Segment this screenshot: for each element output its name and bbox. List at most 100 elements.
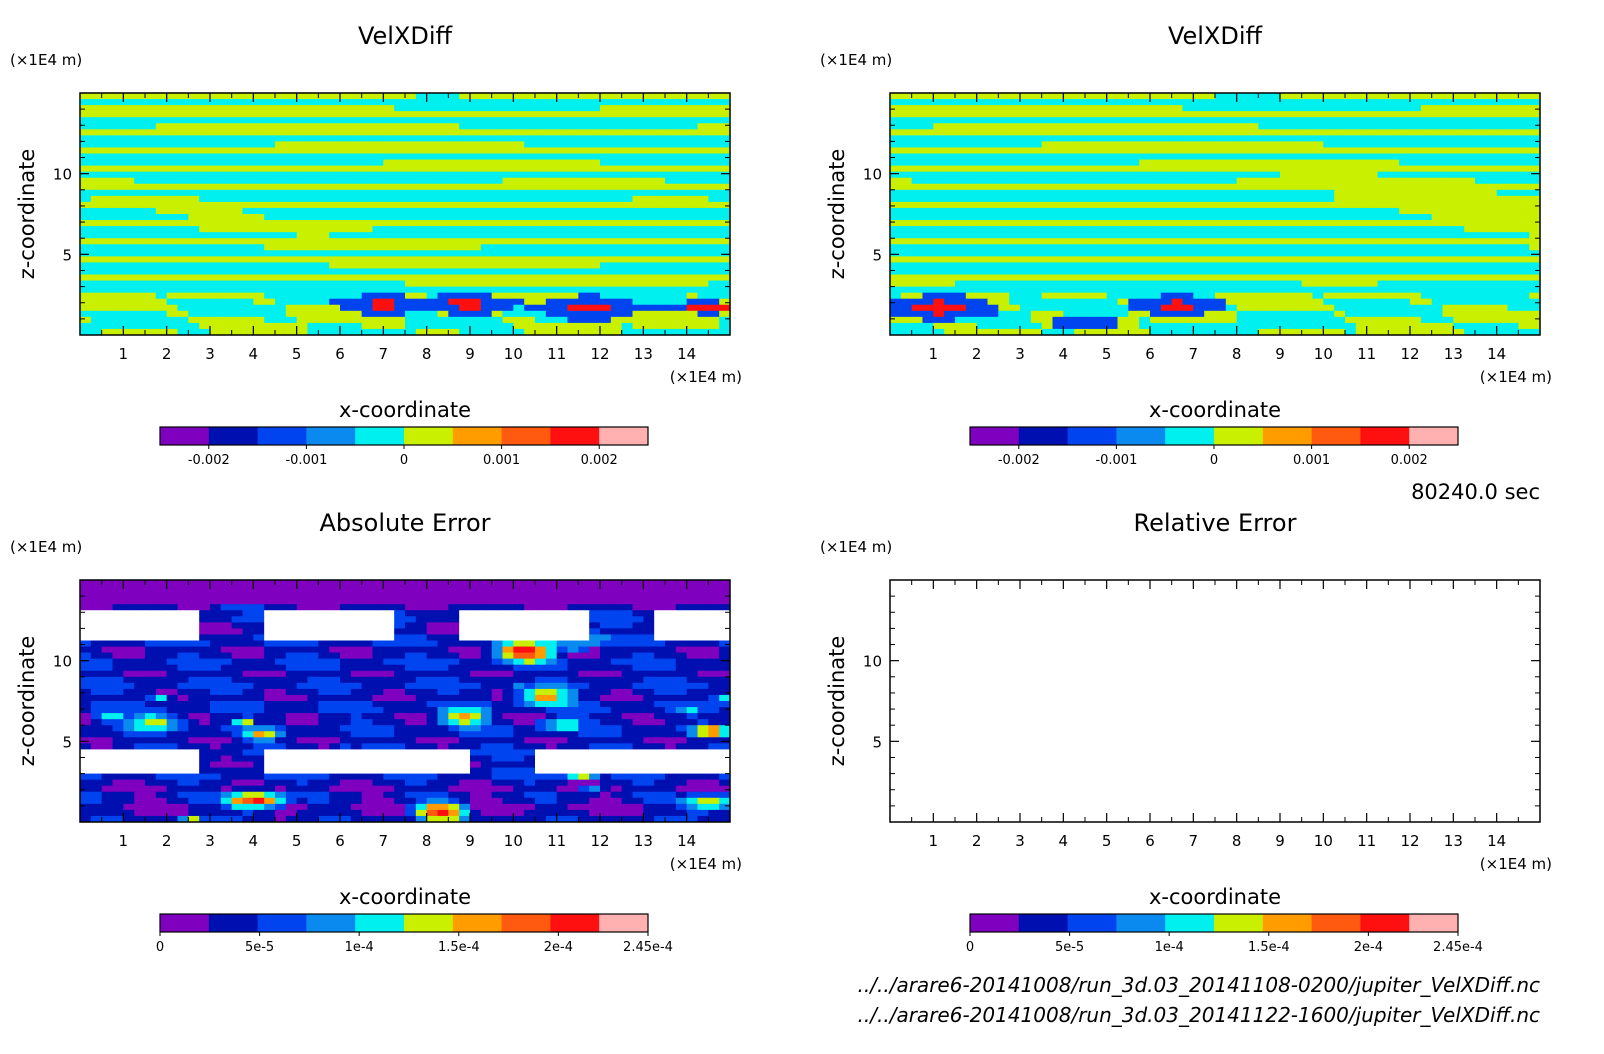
heatmap-cell bbox=[1399, 310, 1411, 318]
heatmap-cell bbox=[1150, 177, 1162, 185]
heatmap-cell bbox=[394, 274, 406, 282]
heatmap-cell bbox=[264, 129, 276, 136]
heatmap-cell bbox=[134, 262, 146, 270]
heatmap-cell bbox=[1128, 183, 1140, 191]
heatmap-cell bbox=[1139, 201, 1151, 209]
heatmap-cell bbox=[1388, 268, 1400, 276]
heatmap-cell bbox=[296, 280, 309, 288]
heatmap-cell bbox=[1345, 274, 1357, 282]
heatmap-cell bbox=[1247, 220, 1259, 227]
heatmap-cell bbox=[437, 244, 449, 251]
heatmap-cell bbox=[719, 165, 730, 173]
heatmap-cell bbox=[1247, 165, 1259, 173]
heatmap-cell bbox=[697, 322, 709, 330]
heatmap-cell bbox=[987, 183, 999, 191]
heatmap-cell bbox=[242, 292, 254, 300]
x-tick-label: 3 bbox=[205, 345, 215, 363]
heatmap-cell bbox=[600, 93, 612, 100]
heatmap-cell bbox=[1128, 105, 1140, 112]
heatmap-cell bbox=[1085, 262, 1097, 270]
heatmap-cell bbox=[1410, 280, 1422, 288]
heatmap-cell bbox=[307, 165, 319, 173]
heatmap-cell bbox=[675, 195, 688, 203]
heatmap-cell bbox=[188, 123, 200, 130]
heatmap-cell bbox=[1301, 141, 1314, 149]
heatmap-cell bbox=[1507, 123, 1519, 130]
heatmap-cell bbox=[1507, 316, 1519, 324]
heatmap-cell bbox=[955, 123, 967, 130]
heatmap-cell bbox=[210, 99, 222, 106]
heatmap-cell bbox=[1529, 220, 1540, 227]
heatmap-cell bbox=[1063, 274, 1075, 282]
heatmap-cell bbox=[1453, 322, 1465, 330]
heatmap-cell bbox=[697, 135, 709, 142]
heatmap-cell bbox=[350, 214, 363, 221]
heatmap-cell bbox=[976, 207, 989, 215]
heatmap-cell bbox=[405, 171, 417, 179]
heatmap-cell bbox=[1475, 268, 1487, 276]
heatmap-cell bbox=[383, 250, 395, 257]
heatmap-cell bbox=[448, 316, 460, 324]
heatmap-cell bbox=[220, 214, 233, 221]
heatmap-cell bbox=[177, 177, 189, 185]
heatmap-cell bbox=[955, 232, 967, 239]
heatmap-cell bbox=[1117, 292, 1129, 300]
heatmap-cell bbox=[134, 165, 146, 173]
heatmap-cell bbox=[437, 195, 449, 203]
heatmap-cell bbox=[231, 322, 244, 330]
heatmap-cell bbox=[911, 268, 924, 276]
heatmap-cell bbox=[665, 226, 677, 233]
heatmap-cell bbox=[1225, 99, 1238, 106]
heatmap-cell bbox=[998, 322, 1010, 330]
heatmap-cell bbox=[329, 292, 341, 300]
heatmap-cell bbox=[405, 195, 417, 203]
heatmap-cell bbox=[976, 105, 989, 112]
heatmap-cell bbox=[1485, 328, 1498, 335]
heatmap-cell bbox=[1301, 262, 1314, 270]
heatmap-cell bbox=[965, 177, 978, 185]
heatmap-cell bbox=[1475, 310, 1487, 318]
heatmap-cell bbox=[965, 292, 978, 300]
heatmap-cell bbox=[1388, 244, 1400, 251]
heatmap-cell bbox=[524, 322, 536, 330]
heatmap-cell bbox=[890, 292, 902, 300]
heatmap-cell bbox=[665, 286, 677, 294]
heatmap-cell bbox=[1171, 298, 1184, 306]
heatmap-cell bbox=[491, 268, 504, 276]
heatmap-cell bbox=[80, 286, 92, 294]
heatmap-cell bbox=[987, 165, 999, 173]
heatmap-cell bbox=[372, 310, 384, 318]
heatmap-cell bbox=[101, 135, 114, 142]
heatmap-cell bbox=[1139, 117, 1151, 124]
heatmap-cell bbox=[708, 165, 720, 173]
heatmap-cell bbox=[470, 214, 482, 221]
heatmap-cell bbox=[394, 310, 406, 318]
heatmap-cell bbox=[1117, 99, 1129, 106]
heatmap-cell bbox=[253, 280, 265, 288]
heatmap-cell bbox=[1496, 153, 1509, 161]
heatmap-cell bbox=[155, 201, 168, 209]
heatmap-cell bbox=[610, 111, 623, 118]
heatmap-cell bbox=[1399, 304, 1411, 312]
heatmap-cell bbox=[1106, 195, 1119, 203]
heatmap-cell bbox=[1193, 189, 1205, 197]
heatmap-cell bbox=[621, 256, 634, 263]
heatmap-cell bbox=[719, 274, 730, 282]
heatmap-cell bbox=[361, 159, 374, 167]
heatmap-cell bbox=[90, 220, 103, 227]
heatmap-cell bbox=[1323, 141, 1335, 149]
heatmap-cell bbox=[1236, 322, 1249, 330]
heatmap-cell bbox=[1193, 262, 1205, 270]
heatmap-cell bbox=[307, 183, 319, 191]
heatmap-cell bbox=[188, 171, 200, 179]
heatmap-cell bbox=[600, 99, 612, 106]
heatmap-cell bbox=[686, 250, 699, 257]
heatmap-cell bbox=[502, 153, 514, 161]
heatmap-cell bbox=[155, 117, 168, 124]
heatmap-cell bbox=[459, 171, 471, 179]
heatmap-cell bbox=[524, 274, 536, 282]
heatmap-cell bbox=[1485, 135, 1498, 142]
heatmap-cell bbox=[361, 280, 374, 288]
heatmap-cell bbox=[253, 256, 265, 263]
heatmap-cell bbox=[686, 183, 699, 191]
